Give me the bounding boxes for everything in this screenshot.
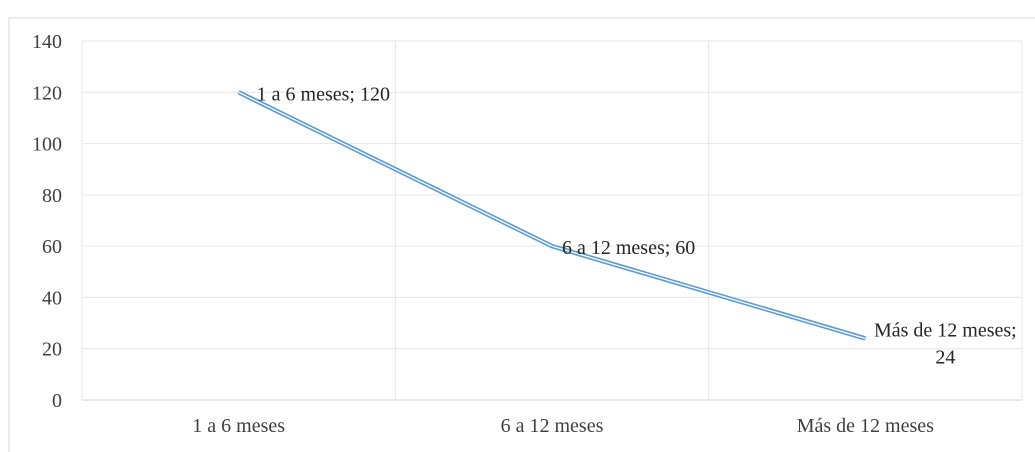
x-tick-labels: 1 a 6 meses 6 a 12 meses Más de 12 meses [192, 415, 934, 437]
data-label: 6 a 12 meses; 60 [562, 237, 695, 259]
y-tick-label: 100 [32, 134, 62, 156]
data-point [238, 91, 240, 93]
series-lines [237, 90, 866, 341]
y-tick-label: 0 [52, 390, 62, 412]
y-tick-labels: 0 20 40 60 80 100 120 140 [32, 31, 62, 412]
data-labels: 1 a 6 meses; 120 6 a 12 meses; 60 Más de 1… [257, 83, 1017, 368]
data-point [551, 245, 553, 247]
y-tick-label: 40 [42, 287, 62, 309]
y-tick-label: 20 [42, 339, 62, 361]
data-label: Más de 12 meses; [874, 319, 1017, 341]
data-label: 24 [935, 346, 955, 368]
gridlines [81, 40, 1023, 400]
x-tick-label: 1 a 6 meses [192, 415, 285, 437]
y-tick-label: 60 [42, 236, 62, 258]
series-line [237, 90, 866, 341]
chart-border [8, 17, 1035, 452]
series-line-inner [238, 91, 866, 340]
x-tick-label: Más de 12 meses [797, 415, 934, 437]
y-tick-label: 80 [42, 185, 62, 207]
y-tick-label: 120 [32, 82, 62, 104]
y-tick-label: 140 [32, 31, 62, 53]
x-tick-label: 6 a 12 meses [501, 415, 604, 437]
data-point [864, 337, 866, 339]
data-label: 1 a 6 meses; 120 [257, 83, 390, 105]
